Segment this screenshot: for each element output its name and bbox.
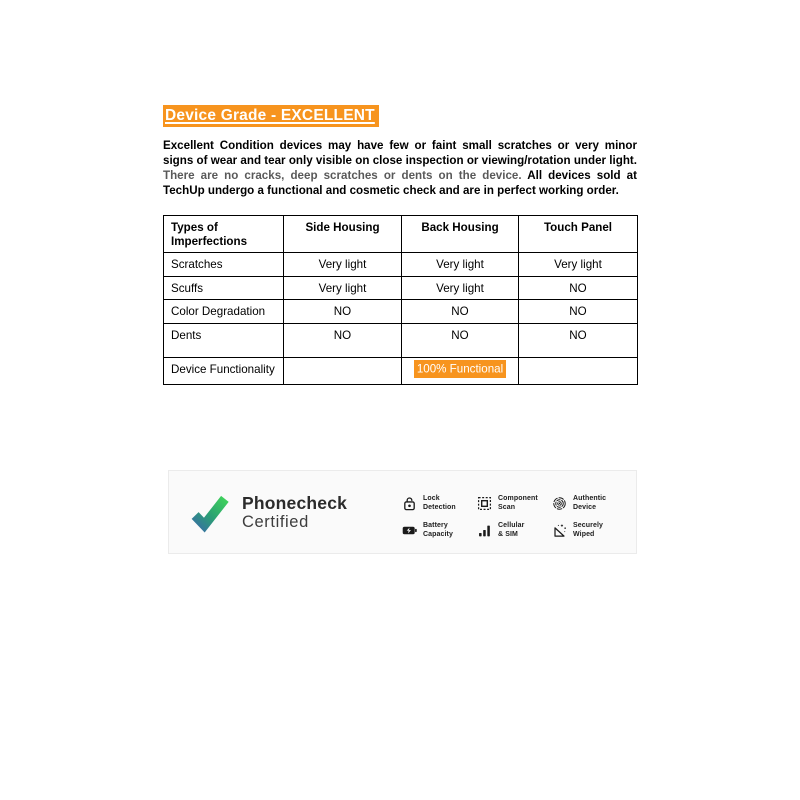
wipe-icon xyxy=(554,524,566,537)
description-part1: Excellent Condition devices may have few… xyxy=(163,139,637,168)
feature-label-line1: Lock xyxy=(423,495,440,502)
row-label: Scuffs xyxy=(163,275,284,300)
feature-label-line2: Scan xyxy=(498,503,516,511)
table-cell: NO xyxy=(401,299,519,324)
column-header-side-housing: Side Housing xyxy=(283,215,402,253)
table-cell xyxy=(283,356,402,385)
feature-authentic-device: Authentic Device xyxy=(552,495,627,512)
component-scan-icon xyxy=(477,496,492,510)
feature-battery-capacity: Battery Capacity xyxy=(402,522,477,539)
feature-cellular-sim: Cellular & SIM xyxy=(477,522,552,539)
certification-features: Lock Detection Component Scan xyxy=(402,495,627,539)
table-cell: Very light xyxy=(401,252,519,277)
row-label: Color Degradation xyxy=(163,299,284,324)
feature-securely-wiped: Securely Wiped xyxy=(552,522,627,539)
feature-label-line1: Cellular xyxy=(498,522,525,529)
feature-label: Securely Wiped xyxy=(573,522,603,539)
table-row-color-degradation: Color Degradation NO NO NO xyxy=(163,299,638,324)
feature-label: Lock Detection xyxy=(423,495,456,512)
feature-label-line1: Authentic xyxy=(573,495,607,502)
description-part2-gray: There are no cracks, deep scratches or d… xyxy=(163,169,528,183)
table-row-scuffs: Scuffs Very light Very light NO xyxy=(163,275,638,300)
fingerprint-icon xyxy=(553,496,566,510)
page-title-row: Device Grade - EXCELLENT xyxy=(163,104,379,127)
table-cell: Very light xyxy=(283,252,402,277)
phonecheck-checkmark-icon xyxy=(191,495,229,533)
table-cell: 100% Functional xyxy=(401,356,519,385)
table-cell: NO xyxy=(283,299,402,324)
table-cell: Very light xyxy=(283,275,402,300)
feature-label-line2: Capacity xyxy=(423,530,453,538)
table-cell: NO xyxy=(518,299,638,324)
description-paragraph: Excellent Condition devices may have few… xyxy=(163,138,637,198)
feature-label-line2: Device xyxy=(573,503,597,511)
description-part3: All devices sold at TechUp undergo a fun… xyxy=(163,169,637,198)
table-cell: NO xyxy=(518,275,638,300)
phonecheck-certification-banner: Phonecheck Certified Lock Detection xyxy=(168,470,637,554)
brand-name: Phonecheck xyxy=(242,492,348,513)
table-cell: NO xyxy=(283,322,402,358)
feature-label-line2: Wiped xyxy=(573,530,595,538)
table-cell: NO xyxy=(518,322,638,358)
row-label: Dents xyxy=(163,322,284,358)
page-title: Device Grade - EXCELLENT xyxy=(163,105,379,127)
feature-label-line2: Detection xyxy=(423,503,456,511)
functional-status-badge: 100% Functional xyxy=(413,360,507,378)
table-header-row: Types of Imperfections Side Housing Back… xyxy=(163,215,638,253)
signal-bars-icon xyxy=(479,525,490,536)
row-label: Scratches xyxy=(163,252,284,277)
row-label: Device Functionality xyxy=(163,356,284,385)
table-cell: NO xyxy=(401,322,519,358)
column-header-touch-panel: Touch Panel xyxy=(518,215,638,253)
phonecheck-logo: Phonecheck Certified xyxy=(189,491,347,533)
feature-label: Authentic Device xyxy=(573,495,606,512)
feature-label-line2: & SIM xyxy=(498,530,518,538)
feature-label-line1: Component xyxy=(498,495,538,502)
column-header-types: Types of Imperfections xyxy=(163,215,284,253)
feature-label: Component Scan xyxy=(498,495,538,512)
table-cell xyxy=(518,356,638,385)
table-cell: Very light xyxy=(401,275,519,300)
table-row-device-functionality: Device Functionality 100% Functional xyxy=(163,356,638,385)
feature-component-scan: Component Scan xyxy=(477,495,552,512)
feature-label: Battery Capacity xyxy=(423,522,453,539)
feature-label-line1: Battery xyxy=(423,522,448,529)
battery-icon xyxy=(402,526,417,534)
feature-lock-detection: Lock Detection xyxy=(402,495,477,512)
table-cell: Very light xyxy=(518,252,638,277)
feature-label: Cellular & SIM xyxy=(498,522,524,539)
table-row-dents: Dents NO NO NO xyxy=(163,322,638,358)
feature-label-line1: Securely xyxy=(573,522,603,529)
lock-icon xyxy=(404,496,415,510)
table-row-scratches: Scratches Very light Very light Very lig… xyxy=(163,252,638,277)
brand-subtitle: Certified xyxy=(242,512,309,531)
column-header-back-housing: Back Housing xyxy=(401,215,519,253)
imperfections-table: Types of Imperfections Side Housing Back… xyxy=(163,215,638,385)
phonecheck-wordmark: Phonecheck Certified xyxy=(242,493,347,532)
